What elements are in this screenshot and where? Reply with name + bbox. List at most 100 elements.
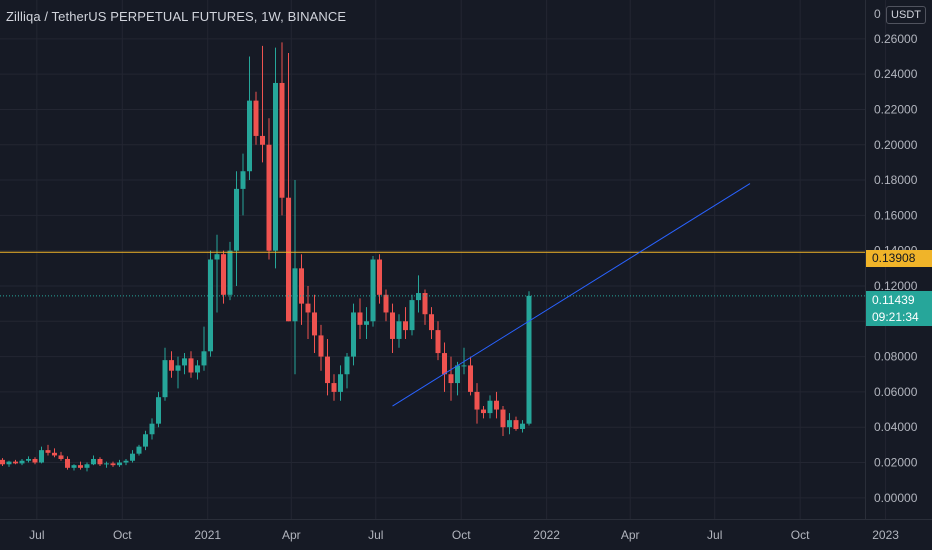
horizontal-line-price-tag: 0.13908 <box>866 250 932 267</box>
x-tick-label-10: 2023 <box>872 528 899 542</box>
last-price: 0.11439 <box>872 293 915 307</box>
candle-body-22 <box>143 434 148 447</box>
candle-body-40 <box>260 135 265 145</box>
candle-body-11 <box>71 465 77 468</box>
candle-body-71 <box>461 365 467 367</box>
candle-body-37 <box>240 171 246 189</box>
y-tick-label-10: 0.06000 <box>874 385 918 399</box>
x-tick-label-1: Oct <box>113 528 132 542</box>
candle-body-21 <box>136 446 142 454</box>
candle-body-45 <box>292 268 298 322</box>
candle-body-36 <box>234 188 239 251</box>
y-tick-label-1: 0.24000 <box>874 67 918 81</box>
candle-body-44 <box>286 197 291 322</box>
candle-body-20 <box>130 453 135 461</box>
horizontal-line-price: 0.13908 <box>872 251 916 265</box>
candle-body-14 <box>91 458 96 465</box>
candle-body-65 <box>422 293 428 315</box>
candle-body-68 <box>442 353 447 375</box>
candle-body-81 <box>526 295 532 424</box>
candle-body-33 <box>214 254 220 260</box>
candles-series <box>0 42 532 472</box>
candle-body-49 <box>318 335 324 357</box>
candle-body-56 <box>364 321 369 325</box>
chart-title: Zilliqa / TetherUS PERPETUAL FUTURES, 1W… <box>6 9 347 24</box>
y-tick-label-top: 0 <box>874 7 881 21</box>
x-tick-label-6: 2022 <box>533 528 560 542</box>
candle-body-9 <box>58 455 64 459</box>
candle-body-25 <box>162 360 168 398</box>
candle-body-8 <box>52 452 57 456</box>
candle-body-61 <box>396 321 402 339</box>
candle-body-18 <box>117 462 122 466</box>
candle-body-66 <box>429 314 434 331</box>
time-axis[interactable]: Jul Oct 2021 Apr Jul Oct 2022 Apr Jul Oct 2023 <box>29 528 899 542</box>
candle-body-6 <box>39 450 44 463</box>
y-tick-label-5: 0.16000 <box>874 208 918 222</box>
candle-body-64 <box>416 293 421 301</box>
candle-body-1 <box>6 461 12 465</box>
x-tick-label-8: Jul <box>707 528 722 542</box>
candle-body-23 <box>149 423 155 435</box>
candle-body-63 <box>409 300 415 331</box>
y-tick-label-9: 0.08000 <box>874 350 918 364</box>
candle-body-55 <box>357 312 363 325</box>
y-tick-label-0: 0.26000 <box>874 32 918 46</box>
candle-body-62 <box>403 321 408 331</box>
candle-body-7 <box>45 450 51 453</box>
candle-body-3 <box>19 460 25 464</box>
candle-body-59 <box>383 294 389 313</box>
candle-body-16 <box>104 463 109 465</box>
candle-body-51 <box>331 383 337 392</box>
x-tick-label-7: Apr <box>621 528 640 542</box>
candle-body-2 <box>13 461 18 464</box>
y-tick-label-11: 0.04000 <box>874 420 918 434</box>
candle-body-41 <box>266 144 272 251</box>
trend-line[interactable] <box>392 183 751 407</box>
candle-body-47 <box>305 303 311 313</box>
candle-body-50 <box>325 356 330 384</box>
last-price-tag: 0.11439 09:21:34 <box>866 291 932 326</box>
y-tick-label-13: 0.00000 <box>874 491 918 505</box>
candle-body-80 <box>520 423 525 429</box>
x-tick-label-5: Oct <box>452 528 471 542</box>
y-tick-label-12: 0.02000 <box>874 456 918 470</box>
candle-body-57 <box>370 259 376 322</box>
candle-body-53 <box>344 356 350 375</box>
candle-body-24 <box>156 397 161 424</box>
candle-body-77 <box>500 409 506 428</box>
x-tick-label-0: Jul <box>29 528 44 542</box>
candle-body-60 <box>390 312 395 339</box>
candle-body-13 <box>84 464 90 468</box>
candle-body-17 <box>110 463 116 466</box>
candle-body-46 <box>299 268 304 304</box>
y-tick-label-3: 0.20000 <box>874 138 918 152</box>
candle-body-70 <box>455 365 460 384</box>
candle-body-4 <box>26 458 31 461</box>
candle-body-35 <box>227 250 233 295</box>
candle-body-67 <box>435 330 441 354</box>
candle-body-43 <box>279 82 285 198</box>
candle-body-30 <box>195 365 200 373</box>
currency-button[interactable]: USDT <box>886 6 926 24</box>
candle-body-58 <box>377 259 382 295</box>
candle-body-5 <box>32 458 38 463</box>
candle-body-69 <box>448 374 454 384</box>
y-tick-label-4: 0.18000 <box>874 173 918 187</box>
candle-body-27 <box>175 365 181 371</box>
candle-body-52 <box>338 374 343 392</box>
candle-body-48 <box>312 312 317 336</box>
candle-body-26 <box>169 360 174 371</box>
x-tick-label-3: Apr <box>282 528 301 542</box>
candle-body-10 <box>65 458 70 468</box>
y-tick-label-2: 0.22000 <box>874 102 918 116</box>
candle-body-72 <box>468 365 473 392</box>
candle-body-73 <box>474 391 480 410</box>
candle-body-12 <box>78 465 83 468</box>
x-tick-label-9: Oct <box>791 528 810 542</box>
candle-body-28 <box>182 358 187 366</box>
candle-body-54 <box>351 312 356 357</box>
candle-body-75 <box>487 400 493 414</box>
x-tick-label-4: Jul <box>368 528 383 542</box>
